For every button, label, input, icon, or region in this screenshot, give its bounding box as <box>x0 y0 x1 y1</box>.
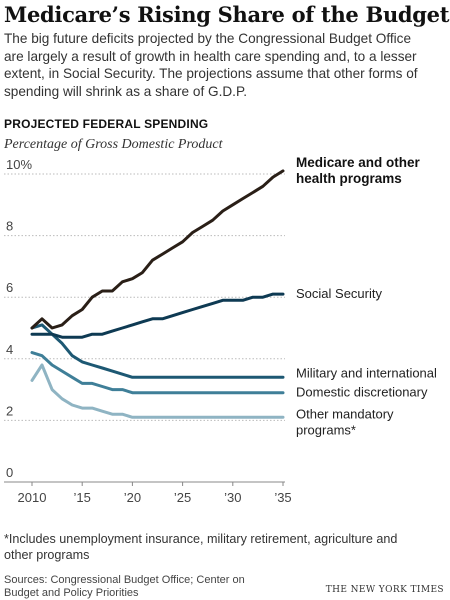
x-tick-label-2015: ’15 <box>74 490 91 505</box>
x-tick-label-2025: ’25 <box>174 490 191 505</box>
series-label-line: programs* <box>296 422 356 437</box>
series-line-domestic-discretionary <box>30 351 285 395</box>
series-label-line: Medicare and other <box>296 155 421 170</box>
section-label: PROJECTED FEDERAL SPENDING <box>4 117 209 131</box>
series-label-medicare-and-other-health-programs: Medicare and other health programs <box>296 155 421 186</box>
credit: THE NEW YORK TIMES <box>325 585 444 595</box>
y-tick-label-6: 6 <box>6 280 13 295</box>
y-tick-label-10: 10% <box>6 157 32 172</box>
y-tick-label-8: 8 <box>6 219 13 234</box>
series-line-social-security <box>30 292 285 339</box>
x-tick-label-2030: ’30 <box>224 490 241 505</box>
grid-lines: 0 2 4 6 8 10% <box>4 157 285 483</box>
series-lines <box>30 169 285 419</box>
series-label-line: Domestic discretionary <box>296 385 428 400</box>
x-tick-label-2020: ’20 <box>124 490 141 505</box>
series-label-line: health programs <box>296 171 402 186</box>
x-tick-label-2035: ’35 <box>274 490 291 505</box>
series-label-line: Social Security <box>296 286 382 301</box>
series-line-other-mandatory-programs <box>30 363 285 419</box>
x-axis-ticks: 2010 ’15 ’20 ’25 ’30 ’35 <box>18 482 292 505</box>
x-tick-label-2010: 2010 <box>18 490 47 505</box>
y-axis-label: Percentage of Gross Domestic Product <box>4 137 223 152</box>
series-label-line: Military and international <box>296 365 437 380</box>
footnote: *Includes unemployment insurance, milita… <box>4 532 398 562</box>
y-tick-label-2: 2 <box>6 403 13 418</box>
source-note: Sources: Congressional Budget Office; Ce… <box>4 574 245 599</box>
series-label-social-security: Social Security <box>296 286 382 301</box>
headline: Medicare’s Rising Share of the Budget <box>4 2 450 27</box>
series-label-line: Other mandatory <box>296 406 394 421</box>
y-tick-label-4: 4 <box>6 342 13 357</box>
series-label-domestic-discretionary: Domestic discretionary <box>296 385 428 400</box>
series-label-military-and-international: Military and international <box>296 365 437 380</box>
chart-description: The big future deficits projected by the… <box>4 31 418 99</box>
series-labels: Medicare and other health programs Social … <box>296 155 437 437</box>
y-tick-label-0: 0 <box>6 465 13 480</box>
line-chart: 0 2 4 6 8 10% Medicare and other health progra… <box>4 155 437 505</box>
series-line-military-and-international <box>30 323 285 379</box>
series-label-other-mandatory-programs: Other mandatory programs* <box>296 406 394 437</box>
series-line-medicare-and-other-health-programs <box>30 169 285 330</box>
